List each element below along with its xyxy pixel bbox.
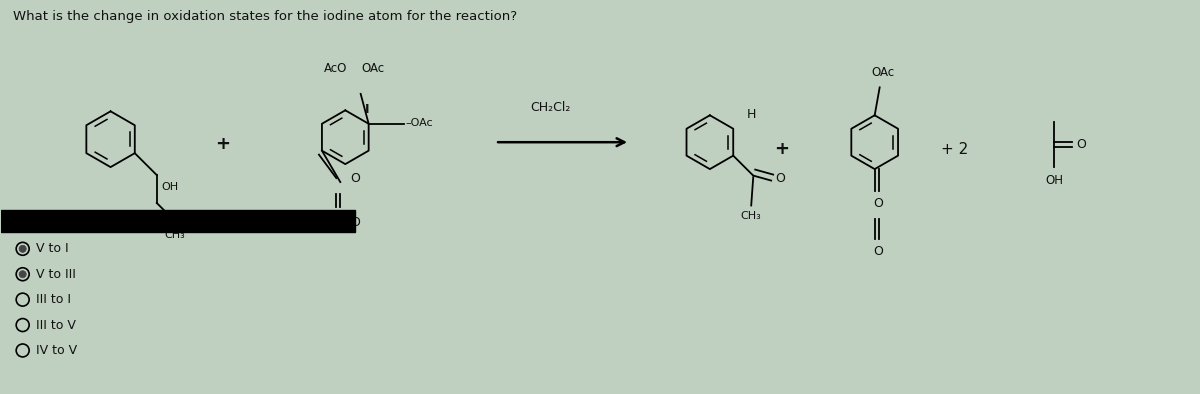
Text: OAc: OAc [361, 62, 385, 75]
Text: O: O [350, 171, 360, 184]
Text: I: I [365, 103, 368, 116]
Text: III to I: III to I [36, 293, 71, 306]
Text: +: + [774, 140, 790, 158]
Circle shape [19, 271, 26, 278]
Text: AcO: AcO [324, 62, 347, 75]
Text: H: H [748, 108, 756, 121]
Text: IV to V: IV to V [36, 344, 77, 357]
Text: O: O [775, 172, 785, 185]
Text: What is the change in oxidation states for the iodine atom for the reaction?: What is the change in oxidation states f… [13, 10, 517, 23]
FancyBboxPatch shape [1, 210, 355, 232]
Text: CH₃: CH₃ [164, 230, 185, 240]
Text: CH₃: CH₃ [740, 212, 762, 221]
Text: O: O [350, 216, 360, 229]
Text: OAc: OAc [871, 67, 894, 80]
Circle shape [19, 245, 26, 253]
Text: + 2: + 2 [941, 142, 968, 157]
Text: OH: OH [162, 182, 179, 192]
Text: OH: OH [1045, 174, 1063, 187]
Text: O: O [874, 197, 883, 210]
Text: CH₂Cl₂: CH₂Cl₂ [530, 101, 570, 114]
Text: O: O [874, 245, 883, 258]
Text: V to III: V to III [36, 268, 76, 281]
Text: –OAc: –OAc [406, 118, 433, 128]
Text: +: + [215, 135, 230, 153]
Text: III to V: III to V [36, 318, 76, 331]
Text: V to I: V to I [36, 242, 68, 255]
Text: O: O [1076, 138, 1086, 151]
